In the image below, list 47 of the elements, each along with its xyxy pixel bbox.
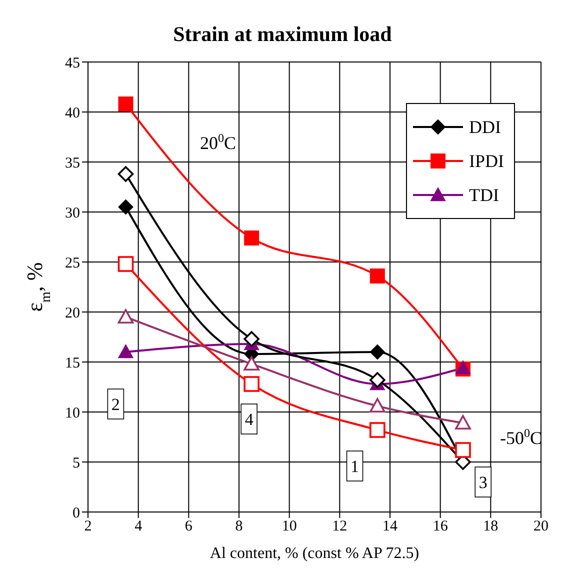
x-tick-label: 16 xyxy=(432,518,448,535)
point xyxy=(118,344,134,358)
point xyxy=(118,309,134,324)
point xyxy=(370,398,386,412)
annotation: 3 xyxy=(478,473,488,492)
annotation: 4 xyxy=(244,410,254,429)
chart-title: Strain at maximum load xyxy=(172,21,393,48)
y-tick-label: 5 xyxy=(72,455,80,472)
point xyxy=(370,268,385,284)
x-tick-label: 4 xyxy=(134,518,143,535)
x-axis-title: Al content, % (const % AP 72.5) xyxy=(210,545,420,562)
annotation: 20$^{0}$C xyxy=(200,131,236,153)
point xyxy=(244,331,260,347)
point xyxy=(118,256,134,272)
x-tick-label: 6 xyxy=(184,518,193,535)
y-tick-label: 15 xyxy=(65,355,80,372)
point xyxy=(118,96,134,112)
point xyxy=(455,415,471,430)
y-tick-label: 25 xyxy=(65,255,80,272)
x-tick-label: 20 xyxy=(534,518,548,535)
x-tick-label: 18 xyxy=(483,518,498,535)
annotation: 1 xyxy=(350,457,360,476)
point xyxy=(455,442,471,458)
y-tick-label: 0 xyxy=(72,505,80,522)
point xyxy=(370,344,385,360)
point xyxy=(118,166,134,182)
legend-label: DDI xyxy=(469,116,501,138)
legend-label: TDI xyxy=(469,184,499,206)
y-tick-label: 35 xyxy=(65,155,80,172)
x-tick-label: 14 xyxy=(382,518,398,535)
point xyxy=(370,422,386,438)
annotation: 2 xyxy=(111,395,120,414)
point xyxy=(244,356,260,370)
y-tick-label: 20 xyxy=(65,305,80,322)
y-tick-label: 40 xyxy=(65,105,80,122)
legend-label: IPDI xyxy=(469,150,504,172)
y-tick-label: 45 xyxy=(65,55,80,72)
x-tick-label: 10 xyxy=(282,518,297,535)
point xyxy=(370,372,386,388)
point xyxy=(244,376,260,392)
y-tick-label: 30 xyxy=(65,205,80,222)
point xyxy=(118,200,134,214)
x-tick-label: 2 xyxy=(84,518,92,535)
x-tick-label: 12 xyxy=(332,518,348,535)
point xyxy=(244,230,260,246)
x-tick-label: 8 xyxy=(235,518,243,535)
y-tick-label: 10 xyxy=(65,405,80,422)
